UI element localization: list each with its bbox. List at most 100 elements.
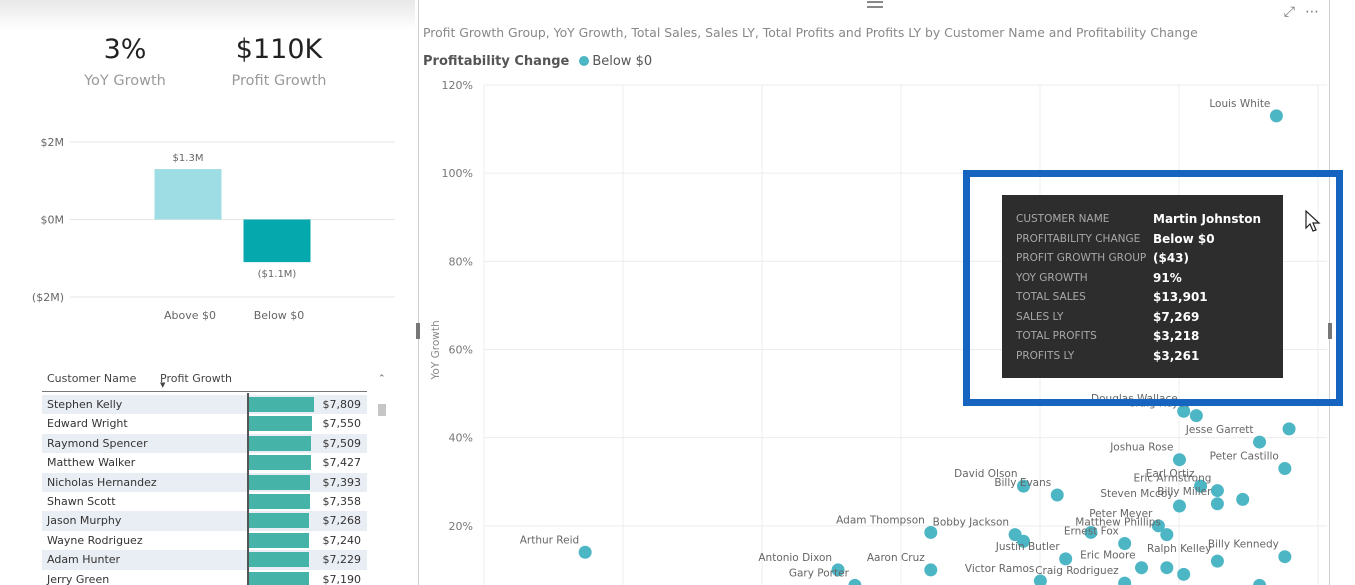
kpi-profit-growth[interactable]: $110K Profit Growth — [218, 34, 340, 89]
table-row[interactable]: Matthew Walker $7,427 — [42, 453, 367, 472]
data-point[interactable] — [1118, 576, 1132, 585]
data-point[interactable] — [1253, 578, 1267, 585]
profit-growth-cell: $7,240 — [322, 533, 362, 547]
profit-growth-cell: $7,393 — [322, 475, 362, 489]
data-point-label: Billy Evans — [994, 477, 1051, 489]
y-tick-label: 60% — [449, 344, 473, 357]
tooltip-value: Martin Johnston — [1153, 212, 1261, 226]
table-row[interactable]: Edward Wright $7,550 — [42, 414, 367, 433]
profit-growth-cell: $7,809 — [322, 398, 362, 411]
data-point-label: Arthur Reid — [520, 534, 579, 546]
kpi-value: $110K — [235, 34, 323, 65]
table-row[interactable]: Shawn Scott $7,358 — [42, 492, 367, 511]
data-point[interactable] — [1172, 453, 1186, 467]
bar[interactable] — [243, 219, 311, 263]
scroll-thumb[interactable] — [378, 404, 386, 416]
data-point[interactable] — [1050, 488, 1064, 502]
data-point[interactable] — [1135, 561, 1149, 575]
scatter-visual[interactable]: ⤢ ⋯ Profit Growth Group, YoY Growth, Tota… — [416, 0, 1332, 585]
data-point[interactable] — [1084, 525, 1098, 539]
scatter-plot[interactable]: 120% 100% 80% 60% 40% 20% YoY Growth Louis Whit… — [419, 70, 1331, 585]
data-point[interactable] — [1177, 404, 1191, 418]
more-options-icon[interactable]: ⋯ — [1305, 4, 1319, 20]
profit-growth-cell: $7,268 — [322, 514, 362, 528]
legend-item[interactable]: Below $0 — [592, 54, 653, 69]
tooltip-value: Below $0 — [1153, 231, 1215, 246]
customer-name-cell: Edward Wright — [47, 417, 128, 431]
table-row[interactable]: Adam Hunter $7,229 — [42, 550, 367, 570]
data-point-label: Eric Moore — [1080, 550, 1135, 562]
sort-descending-icon[interactable]: ▼ — [160, 381, 166, 389]
data-point[interactable] — [1160, 528, 1174, 542]
data-point-label: Earl Ortiz — [1146, 468, 1195, 480]
data-point[interactable] — [1017, 479, 1031, 493]
data-point[interactable] — [848, 578, 862, 585]
top-shadow — [0, 0, 415, 30]
visual-title: Profit Growth Group, YoY Growth, Total S… — [423, 25, 1198, 40]
data-point[interactable] — [1151, 519, 1165, 533]
tooltip-label: SALES LY — [1016, 310, 1064, 323]
data-point[interactable] — [1160, 561, 1174, 575]
data-point[interactable] — [1210, 484, 1224, 498]
y-tick-label: 20% — [449, 520, 473, 533]
data-point[interactable] — [1059, 552, 1073, 566]
resize-handle-left[interactable] — [416, 323, 420, 339]
table-row[interactable]: Jerry Green $7,190 — [42, 570, 367, 585]
customer-name-cell: Matthew Walker — [47, 456, 136, 470]
profit-change-bar-chart[interactable]: $2M $0M ($2M) $1.3M Above $0 ($1.1M) Below $0 — [0, 125, 410, 335]
data-point[interactable] — [1017, 534, 1031, 548]
data-point[interactable] — [1033, 574, 1047, 585]
column-header-profit-growth[interactable]: Profit Growth — [160, 372, 233, 385]
data-point[interactable] — [1282, 422, 1296, 436]
data-point[interactable] — [578, 545, 592, 559]
data-point-label: Justin Butler — [995, 541, 1061, 553]
data-point[interactable] — [1118, 536, 1132, 550]
tooltip-label: TOTAL SALES — [1016, 291, 1086, 303]
kpi-yoy-growth[interactable]: 3% YoY Growth — [70, 34, 180, 89]
kpi-label: YoY Growth — [84, 73, 166, 89]
table-row[interactable]: Jason Murphy $7,268 — [42, 511, 367, 531]
drag-handle-icon[interactable] — [867, 0, 883, 12]
data-point-label: Adam Thompson — [836, 514, 925, 526]
data-point[interactable] — [1189, 409, 1203, 423]
customer-name-cell: Wayne Rodriguez — [47, 533, 143, 547]
bar[interactable] — [154, 169, 222, 220]
data-point[interactable] — [1194, 479, 1208, 493]
column-header-customer-name[interactable]: Customer Name — [47, 372, 137, 385]
data-bar — [248, 571, 309, 585]
table-body: Stephen Kelly $7,809 Edward Wright $7,550 Ra… — [42, 395, 367, 585]
table-row[interactable]: Raymond Spencer $7,509 — [42, 433, 367, 454]
mouse-cursor-icon — [1305, 210, 1321, 232]
tooltip-value: $7,269 — [1153, 309, 1200, 324]
data-point[interactable] — [1172, 499, 1186, 513]
data-point-label: Victor Ramos — [965, 563, 1034, 575]
data-point[interactable] — [1236, 492, 1250, 506]
kpi-value: 3% — [103, 34, 147, 65]
data-point-label: Gary Porter — [789, 567, 850, 579]
data-point[interactable] — [1210, 554, 1224, 568]
data-point[interactable] — [1278, 462, 1292, 476]
table-header: Customer Name Profit Growth ▼ — [42, 368, 367, 392]
data-point[interactable] — [924, 525, 938, 539]
chevron-up-icon[interactable]: ⌃ — [378, 374, 386, 384]
table-row[interactable]: Stephen Kelly $7,809 — [42, 395, 367, 415]
data-point[interactable] — [924, 563, 938, 577]
data-point-label: Ralph Kelley — [1147, 543, 1211, 555]
data-point[interactable] — [831, 563, 845, 577]
data-point[interactable] — [1269, 109, 1283, 123]
data-point[interactable] — [1210, 497, 1224, 511]
table-scrollbar[interactable]: ⌃ — [376, 368, 388, 585]
visual-header-icons: ⤢ ⋯ — [1274, 4, 1319, 20]
legend-title: Profitability Change — [423, 54, 570, 69]
focus-mode-icon[interactable]: ⤢ — [1283, 4, 1295, 20]
bar-data-label: $1.3M — [173, 153, 204, 164]
profit-growth-cell: $7,190 — [322, 572, 362, 585]
table-row[interactable]: Wayne Rodriguez $7,240 — [42, 531, 367, 550]
tooltip-value: $13,901 — [1153, 290, 1208, 304]
data-point[interactable] — [1177, 567, 1191, 581]
y-tick-label: 100% — [442, 167, 473, 180]
data-point[interactable] — [1253, 435, 1267, 449]
data-point[interactable] — [1278, 550, 1292, 564]
table-row[interactable]: Nicholas Hernandez $7,393 — [42, 472, 367, 492]
resize-handle-right[interactable] — [1328, 323, 1332, 339]
